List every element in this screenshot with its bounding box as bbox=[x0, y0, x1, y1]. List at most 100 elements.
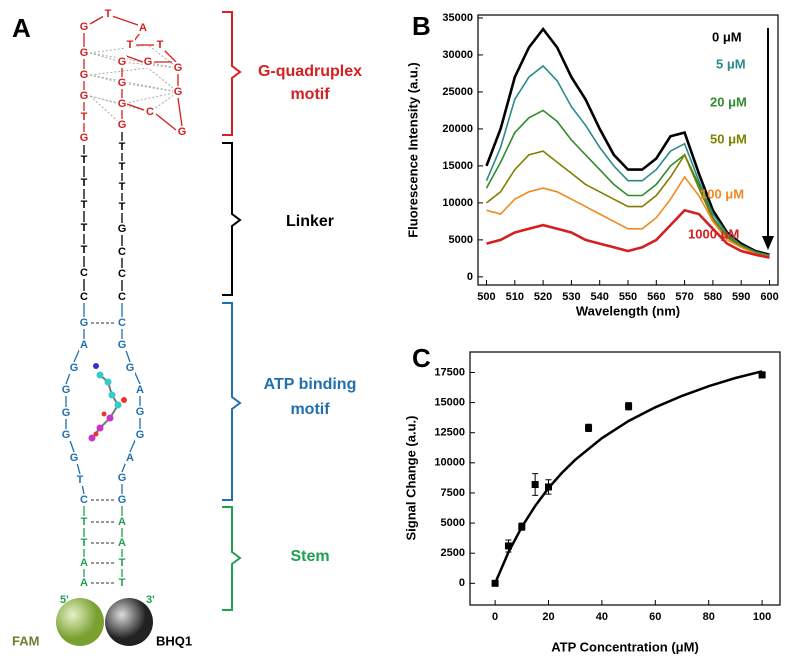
base: G bbox=[70, 362, 79, 374]
x-axis-title: ATP Concentration (μM) bbox=[551, 639, 699, 654]
x-tick-label: 20 bbox=[542, 611, 554, 623]
y-tick-label: 7500 bbox=[441, 487, 465, 499]
base: G bbox=[174, 62, 183, 74]
base-bg bbox=[125, 39, 135, 51]
base-bg bbox=[117, 291, 127, 303]
base: T bbox=[81, 222, 88, 234]
base-bg bbox=[61, 429, 71, 441]
base-bg bbox=[79, 47, 89, 59]
base-bg bbox=[79, 267, 89, 279]
base: G bbox=[70, 452, 79, 464]
y-tick-label: 0 bbox=[467, 271, 473, 283]
base-bg bbox=[69, 362, 79, 374]
y-tick-label: 12500 bbox=[434, 427, 465, 439]
base-bg bbox=[79, 177, 89, 189]
base: T bbox=[81, 177, 88, 189]
y-tick-label: 15000 bbox=[434, 397, 465, 409]
region-label: motif bbox=[290, 401, 330, 418]
series-label: 50 μM bbox=[710, 131, 747, 146]
series-label: 0 μM bbox=[712, 29, 742, 44]
x-tick-label: 540 bbox=[591, 291, 609, 303]
base: G bbox=[118, 494, 127, 506]
series-label: 100 μM bbox=[700, 186, 744, 201]
fam-sphere bbox=[56, 598, 104, 646]
data-point bbox=[491, 579, 499, 587]
base: G bbox=[118, 339, 127, 351]
y-tick-label: 25000 bbox=[442, 86, 473, 98]
base: G bbox=[80, 69, 89, 81]
base: T bbox=[81, 537, 88, 549]
donor-label: FAM bbox=[12, 633, 39, 648]
series-label: 5 μM bbox=[716, 56, 746, 71]
base-bg bbox=[75, 474, 85, 486]
region-label: G-quadruplex bbox=[258, 63, 362, 80]
x-tick-label: 530 bbox=[562, 291, 580, 303]
base-bg bbox=[79, 317, 89, 329]
y-tick-label: 15000 bbox=[442, 160, 473, 172]
data-point bbox=[504, 542, 512, 550]
base: C bbox=[118, 268, 126, 280]
series-label: 20 μM bbox=[710, 94, 747, 109]
base-bg bbox=[117, 268, 127, 280]
base-bg bbox=[79, 577, 89, 589]
spectrum-line bbox=[485, 26, 770, 256]
base: T bbox=[81, 516, 88, 528]
base-bg bbox=[79, 111, 89, 123]
base: T bbox=[81, 111, 88, 123]
panel-label: C bbox=[412, 343, 431, 373]
x-tick-label: 560 bbox=[647, 291, 665, 303]
region-label: ATP binding bbox=[264, 376, 357, 393]
base: T bbox=[119, 141, 126, 153]
base-bg bbox=[79, 21, 89, 33]
base-bg bbox=[117, 223, 127, 235]
data-point bbox=[545, 483, 553, 491]
base: G bbox=[118, 98, 127, 110]
base: G bbox=[126, 362, 135, 374]
base-bg bbox=[117, 181, 127, 193]
base-bg bbox=[117, 317, 127, 329]
base-bg bbox=[143, 56, 153, 68]
base-bg bbox=[125, 452, 135, 464]
base: G bbox=[118, 119, 127, 131]
x-tick-label: 600 bbox=[760, 291, 778, 303]
base-pairs bbox=[91, 322, 115, 584]
data-point bbox=[518, 523, 526, 531]
x-tick-label: 500 bbox=[477, 291, 495, 303]
y-tick-label: 30000 bbox=[442, 49, 473, 61]
base-bg bbox=[117, 119, 127, 131]
y-axis-title: Fluorescence Intensity (a.u.) bbox=[405, 62, 420, 238]
x-tick-label: 580 bbox=[704, 291, 722, 303]
base: G bbox=[118, 56, 127, 68]
base: C bbox=[80, 494, 88, 506]
base-bg bbox=[117, 161, 127, 173]
base: T bbox=[81, 154, 88, 166]
aptamer-diagram: A 5' 3' bbox=[12, 8, 362, 649]
base: C bbox=[118, 317, 126, 329]
y-tick-label: 20000 bbox=[442, 123, 473, 135]
base-bg bbox=[138, 22, 148, 34]
base-bg bbox=[79, 244, 89, 256]
base: G bbox=[118, 77, 127, 89]
base: G bbox=[118, 223, 127, 235]
base-bg bbox=[79, 516, 89, 528]
base-bg bbox=[79, 291, 89, 303]
base-bg bbox=[125, 362, 135, 374]
x-tick-label: 570 bbox=[675, 291, 693, 303]
base: G bbox=[178, 126, 187, 138]
panel-label: B bbox=[412, 11, 431, 41]
base-bg bbox=[135, 406, 145, 418]
x-tick-label: 40 bbox=[596, 611, 608, 623]
base-bg bbox=[145, 106, 155, 118]
quencher-label: BHQ1 bbox=[156, 633, 192, 648]
x-tick-label: 510 bbox=[506, 291, 524, 303]
y-tick-label: 10000 bbox=[434, 457, 465, 469]
base-bg bbox=[79, 494, 89, 506]
base-bg bbox=[173, 62, 183, 74]
spectrum-line bbox=[485, 64, 770, 257]
data-point bbox=[625, 402, 633, 410]
base-bg bbox=[79, 199, 89, 211]
base: T bbox=[119, 201, 126, 213]
panel-label: A bbox=[12, 13, 31, 43]
base: T bbox=[157, 39, 164, 51]
base: A bbox=[80, 339, 88, 351]
